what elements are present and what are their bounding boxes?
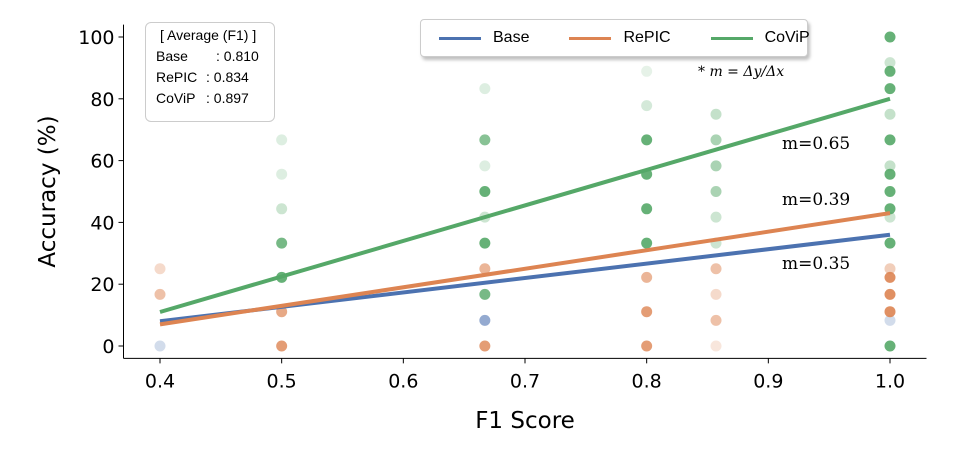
data-point-repic (710, 340, 722, 352)
average-row: RePIC: 0.834 (156, 69, 249, 85)
data-point-repic (641, 306, 653, 318)
trend-line-repic (159, 211, 891, 327)
trend-line-covip (159, 96, 891, 314)
data-point-covip (884, 31, 896, 43)
data-point-covip (479, 237, 491, 249)
data-point-covip (884, 237, 896, 249)
data-point-covip (276, 203, 288, 215)
data-point-covip (710, 134, 722, 146)
y-axis-label: Accuracy (%) (35, 115, 61, 267)
y-tick-label: 40 (90, 212, 114, 234)
data-point-base (154, 340, 166, 352)
data-point-repic (884, 306, 896, 318)
x-tick-label: 0.4 (145, 370, 175, 392)
data-point-covip (641, 237, 653, 249)
data-point-base (884, 314, 896, 326)
data-point-covip (710, 108, 722, 120)
legend: Base RePIC CoViP (420, 19, 810, 57)
legend-item-repic: RePIC (569, 29, 671, 47)
data-point-covip (884, 83, 896, 95)
y-tick-label: 0 (102, 336, 114, 358)
x-tick-label: 0.8 (632, 370, 662, 392)
legend-swatch (569, 36, 612, 40)
data-point-repic (884, 263, 896, 275)
data-point-repic (479, 263, 491, 275)
data-point-repic (641, 271, 653, 283)
data-point-repic (884, 288, 896, 300)
x-tick-label: 0.5 (267, 370, 297, 392)
data-point-covip (641, 65, 653, 77)
slope-label-repic: m=0.39 (782, 190, 851, 210)
data-point-base (479, 314, 491, 326)
data-point-covip (884, 65, 896, 77)
legend-swatch (710, 36, 753, 40)
data-point-covip (884, 57, 896, 69)
data-point-repic (710, 314, 722, 326)
data-point-repic (884, 271, 896, 283)
x-tick-label: 0.9 (753, 370, 783, 392)
data-point-covip (641, 100, 653, 112)
average-title: [ Average (F1) ] (160, 27, 257, 43)
data-point-repic (479, 340, 491, 352)
data-point-covip (884, 186, 896, 197)
data-point-covip (641, 134, 653, 146)
data-point-covip (884, 108, 896, 120)
y-tick-label: 60 (90, 151, 114, 173)
data-point-covip (884, 340, 896, 352)
data-point-covip (641, 203, 653, 215)
average-row: CoViP: 0.897 (156, 90, 249, 106)
data-point-covip (479, 160, 491, 172)
data-point-covip (479, 134, 491, 146)
data-point-repic (710, 288, 722, 300)
average-row: Base: 0.810 (156, 48, 259, 64)
legend-item-base: Base (439, 29, 529, 47)
slope-note: * m = Δy/Δx (698, 64, 785, 80)
x-axis-label: F1 Score (475, 408, 575, 434)
average-box: [ Average (F1) ] Base: 0.810 RePIC: 0.83… (145, 22, 275, 122)
y-tick-label: 80 (90, 89, 114, 111)
data-point-covip (479, 186, 491, 197)
legend-item-covip: CoViP (710, 29, 810, 47)
data-point-covip (479, 288, 491, 300)
x-tick-label: 1.0 (875, 370, 905, 392)
legend-swatch (439, 36, 481, 40)
data-point-repic (710, 263, 722, 275)
data-point-repic (154, 263, 166, 275)
x-tick-label: 0.7 (510, 370, 540, 392)
data-point-repic (641, 340, 653, 352)
slope-label-base: m=0.35 (782, 254, 851, 274)
data-point-covip (710, 211, 722, 223)
data-point-covip (276, 134, 288, 146)
data-point-covip (884, 134, 896, 146)
data-point-repic (276, 340, 288, 352)
data-point-covip (276, 237, 288, 249)
data-point-covip (479, 83, 491, 95)
data-point-covip (884, 168, 896, 180)
data-point-repic (154, 288, 166, 300)
y-tick-label: 100 (78, 27, 114, 49)
y-tick-label: 20 (90, 274, 114, 296)
x-tick-label: 0.6 (388, 370, 418, 392)
slope-label-covip: m=0.65 (782, 134, 851, 154)
data-point-covip (710, 186, 722, 197)
data-point-covip (710, 160, 722, 172)
data-point-covip (276, 168, 288, 180)
data-point-covip (884, 160, 896, 172)
